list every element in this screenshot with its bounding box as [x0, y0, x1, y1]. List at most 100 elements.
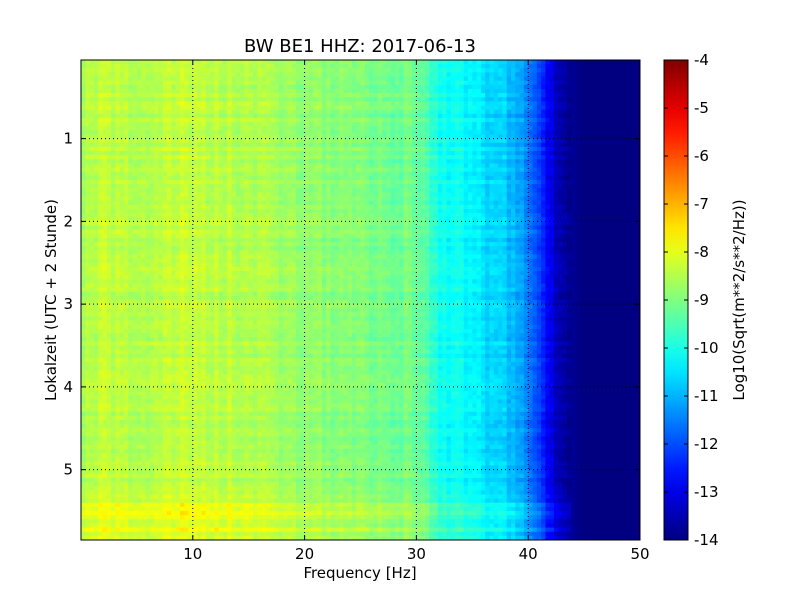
heatmap-cell — [558, 163, 564, 169]
heatmap-cell — [579, 76, 585, 82]
heatmap-cell — [377, 101, 383, 107]
heatmap-cell — [313, 88, 319, 94]
heatmap-cell — [317, 126, 323, 131]
heatmap-cell — [141, 117, 147, 123]
heatmap-cell — [343, 117, 349, 123]
heatmap-cell — [433, 163, 439, 169]
heatmap-cell — [386, 138, 392, 144]
heatmap-cell — [356, 200, 362, 206]
heatmap-cell — [356, 122, 362, 127]
heatmap-cell — [270, 200, 276, 206]
heatmap-cell — [480, 163, 486, 169]
heatmap-cell — [382, 188, 387, 194]
heatmap-cell — [523, 80, 529, 86]
heatmap-cell — [515, 60, 521, 65]
heatmap-cell — [575, 109, 581, 115]
heatmap-cell — [528, 171, 534, 177]
heatmap-cell — [214, 60, 220, 65]
heatmap-cell — [201, 138, 207, 144]
heatmap-cell — [132, 213, 138, 218]
heatmap-cell — [106, 213, 112, 218]
heatmap-cell — [528, 184, 534, 189]
heatmap-cell — [162, 122, 168, 127]
heatmap-cell — [343, 163, 349, 169]
heatmap-cell — [609, 180, 615, 185]
heatmap-cell — [562, 175, 568, 181]
heatmap-cell — [154, 138, 159, 144]
heatmap-cell — [93, 208, 99, 214]
heatmap-cell — [373, 97, 379, 102]
heatmap-cell — [115, 105, 121, 111]
heatmap-cell — [498, 171, 503, 177]
heatmap-cell — [210, 204, 215, 210]
heatmap-cell — [618, 146, 624, 152]
heatmap-cell — [369, 192, 374, 198]
heatmap-cell — [493, 213, 499, 218]
heatmap-cell — [558, 138, 564, 144]
heatmap-cell — [498, 146, 503, 152]
heatmap-cell — [584, 180, 589, 185]
heatmap-cell — [622, 208, 628, 214]
heatmap-cell — [627, 184, 632, 189]
heatmap-cell — [124, 97, 129, 102]
heatmap-cell — [240, 167, 245, 173]
heatmap-cell — [506, 122, 512, 127]
heatmap-cell — [81, 76, 86, 82]
heatmap-cell — [158, 80, 164, 86]
heatmap-cell — [321, 213, 327, 218]
heatmap-cell — [390, 72, 396, 78]
heatmap-cell — [575, 146, 581, 152]
heatmap-cell — [218, 84, 224, 90]
heatmap-cell — [360, 101, 366, 107]
heatmap-cell — [489, 109, 495, 115]
heatmap-cell — [334, 101, 340, 107]
heatmap-cell — [382, 167, 387, 173]
heatmap-cell — [98, 138, 104, 144]
heatmap-cell — [210, 113, 215, 119]
heatmap-cell — [558, 200, 564, 206]
heatmap-cell — [235, 80, 241, 86]
heatmap-cell — [394, 134, 400, 140]
heatmap-cell — [321, 88, 327, 94]
heatmap-cell — [132, 188, 138, 194]
heatmap-cell — [373, 196, 379, 202]
heatmap-cell — [265, 117, 271, 123]
heatmap-cell — [253, 217, 258, 222]
heatmap-cell — [227, 171, 233, 177]
heatmap-cell — [304, 167, 310, 173]
heatmap-cell — [584, 64, 589, 69]
heatmap-cell — [480, 126, 486, 131]
heatmap-cell — [132, 76, 138, 82]
heatmap-cell — [145, 122, 151, 127]
heatmap-cell — [566, 105, 572, 111]
heatmap-cell — [291, 188, 297, 194]
heatmap-cell — [528, 213, 534, 218]
heatmap-cell — [364, 204, 370, 210]
heatmap-cell — [476, 192, 482, 198]
heatmap-cell — [317, 184, 323, 189]
heatmap-cell — [106, 188, 112, 194]
heatmap-cell — [579, 113, 585, 119]
heatmap-cell — [308, 126, 314, 131]
heatmap-cell — [334, 113, 340, 119]
heatmap-cell — [541, 204, 546, 210]
heatmap-cell — [347, 142, 353, 148]
heatmap-cell — [136, 97, 142, 102]
heatmap-cell — [511, 204, 516, 210]
heatmap-cell — [502, 142, 508, 148]
heatmap-cell — [274, 105, 280, 111]
heatmap-cell — [119, 72, 125, 78]
heatmap-cell — [562, 93, 568, 98]
heatmap-cell — [227, 151, 233, 156]
heatmap-cell — [102, 101, 108, 107]
heatmap-cell — [167, 213, 172, 218]
heatmap-cell — [420, 117, 426, 123]
heatmap-cell — [584, 188, 589, 194]
heatmap-cell — [102, 192, 108, 198]
heatmap-cell — [399, 97, 405, 102]
heatmap-cell — [317, 213, 323, 218]
heatmap-cell — [184, 138, 190, 144]
heatmap-cell — [584, 97, 589, 102]
heatmap-cell — [429, 204, 435, 210]
heatmap-cell — [635, 151, 640, 156]
